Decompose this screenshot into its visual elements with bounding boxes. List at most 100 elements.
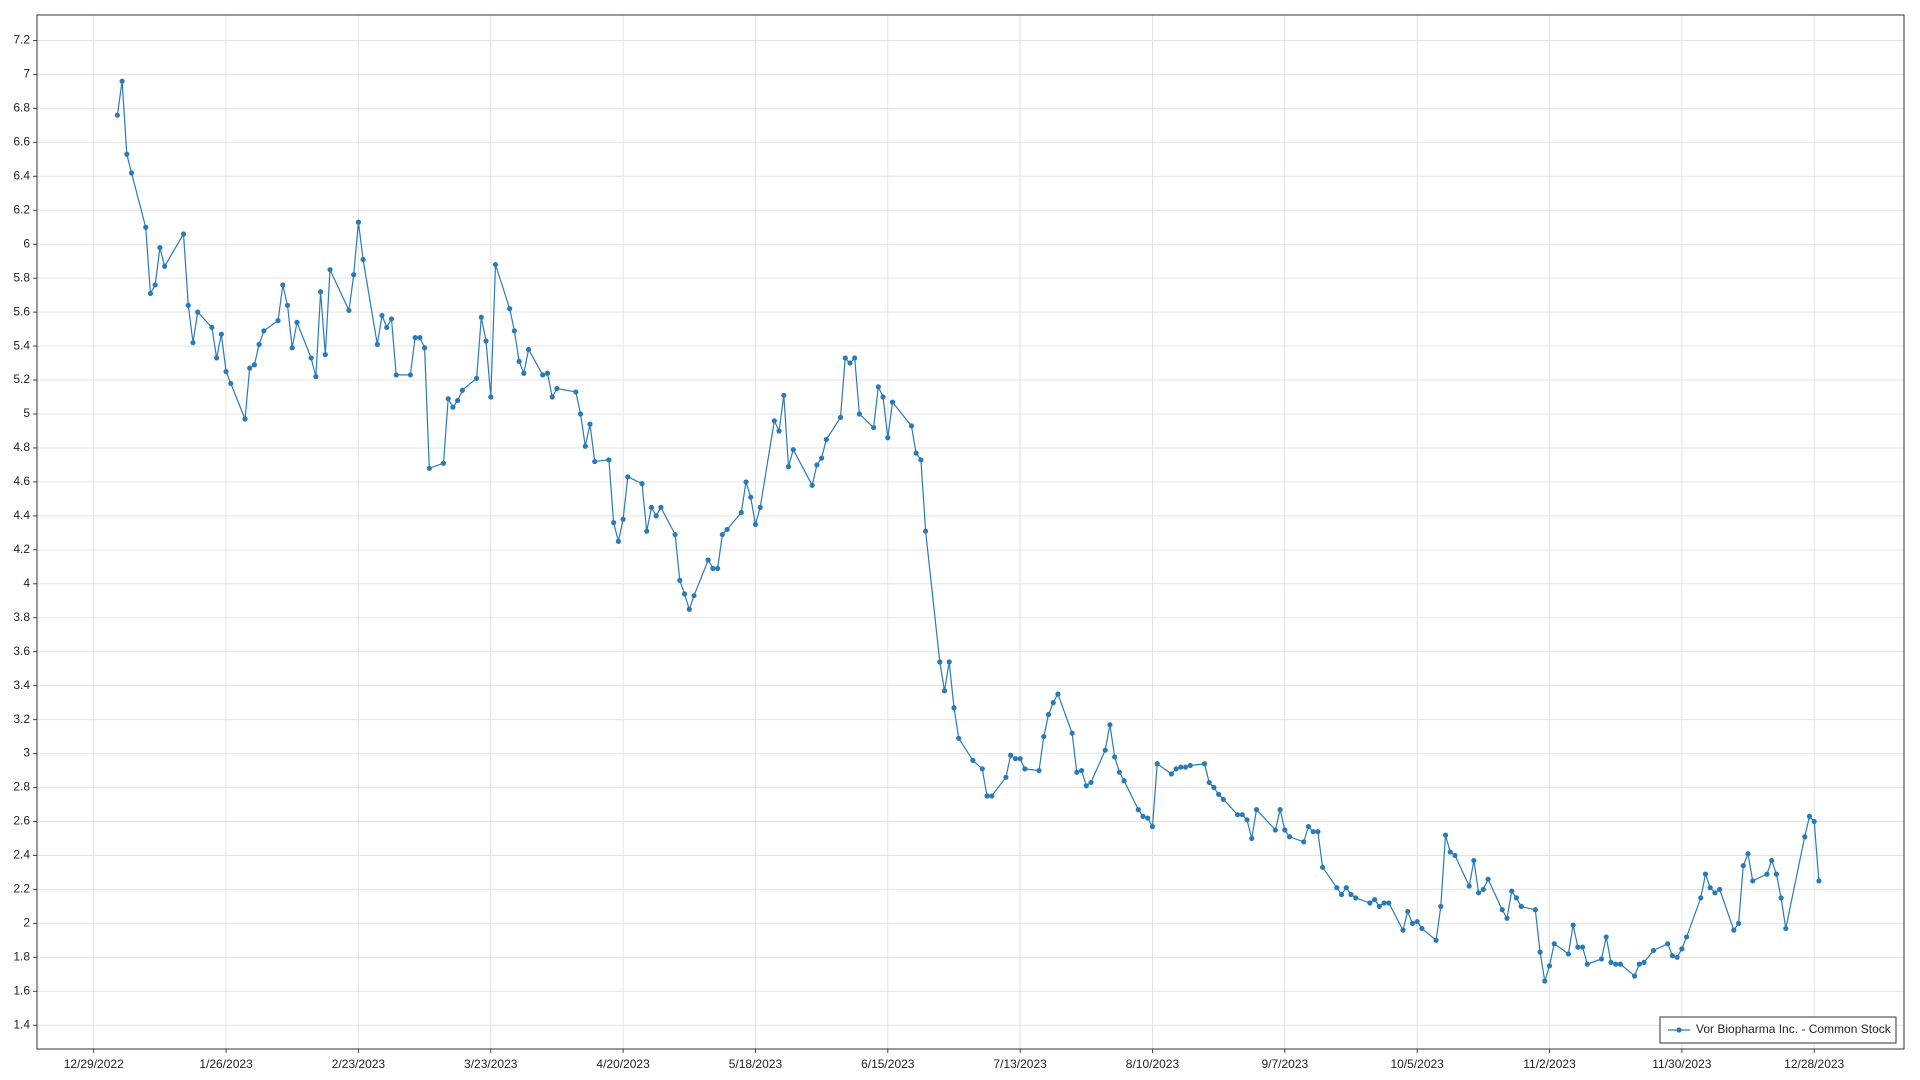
data-point xyxy=(847,360,853,366)
data-point xyxy=(705,557,711,563)
data-point xyxy=(1036,767,1042,774)
data-point xyxy=(1613,961,1619,967)
data-point xyxy=(719,531,725,538)
data-point xyxy=(1471,857,1477,864)
data-point xyxy=(1712,890,1718,896)
x-tick-label: 12/28/2023 xyxy=(1784,1057,1844,1071)
data-point xyxy=(1372,896,1378,903)
y-tick-label: 2.4 xyxy=(13,848,30,862)
data-point xyxy=(459,387,465,393)
data-point xyxy=(837,414,844,420)
data-point xyxy=(1381,900,1387,906)
data-point xyxy=(507,306,513,312)
data-point xyxy=(1348,891,1354,898)
data-point xyxy=(1301,839,1307,845)
y-tick-label: 6.2 xyxy=(13,202,30,216)
data-point xyxy=(1386,900,1392,906)
y-tick-label: 2.2 xyxy=(13,882,30,896)
data-point xyxy=(1305,823,1312,830)
data-point xyxy=(313,374,319,380)
data-point xyxy=(1608,959,1614,966)
data-point xyxy=(1116,769,1122,775)
data-point xyxy=(1414,919,1420,925)
data-point xyxy=(842,355,848,361)
data-point xyxy=(620,516,626,522)
data-point xyxy=(1140,813,1146,819)
legend: Vor Biopharma Inc. - Common Stock xyxy=(1659,1016,1897,1044)
data-point xyxy=(1069,730,1075,736)
y-tick-label: 3.4 xyxy=(13,678,30,692)
data-point xyxy=(653,513,659,519)
data-point xyxy=(388,316,395,322)
data-point xyxy=(738,509,744,516)
data-point xyxy=(1476,890,1482,896)
data-point xyxy=(814,462,820,468)
y-tick-label: 3.8 xyxy=(13,610,30,624)
data-point xyxy=(1669,953,1675,959)
y-tick-label: 6.4 xyxy=(13,168,30,182)
x-tick-label: 4/20/2023 xyxy=(596,1057,650,1071)
y-tick-label: 2 xyxy=(23,916,30,930)
data-point xyxy=(748,494,754,500)
data-point xyxy=(1178,764,1184,770)
data-point xyxy=(185,302,191,308)
data-point xyxy=(1338,891,1345,898)
data-point xyxy=(1083,783,1089,789)
data-point xyxy=(521,370,527,376)
data-point xyxy=(1778,895,1784,901)
data-point xyxy=(322,351,328,358)
y-tick-label: 5.4 xyxy=(13,338,30,352)
data-point xyxy=(946,659,952,665)
data-point xyxy=(1220,796,1226,803)
data-point xyxy=(615,538,621,544)
data-point xyxy=(1320,864,1326,870)
data-point xyxy=(1773,871,1779,877)
data-point xyxy=(1074,769,1080,775)
data-point xyxy=(1542,978,1548,984)
data-point xyxy=(592,458,598,465)
data-point xyxy=(819,455,825,461)
data-point xyxy=(1551,941,1557,947)
data-point xyxy=(374,341,380,347)
data-point xyxy=(856,411,863,417)
data-point xyxy=(384,324,390,331)
y-tick-label: 4.4 xyxy=(13,508,30,522)
data-point xyxy=(549,394,555,400)
data-point xyxy=(785,464,792,470)
data-point xyxy=(214,355,220,361)
data-point xyxy=(1617,961,1624,967)
data-point xyxy=(1187,762,1193,769)
data-point xyxy=(1343,885,1349,891)
x-tick-label: 12/29/2022 xyxy=(64,1057,124,1071)
data-point xyxy=(327,267,333,273)
data-point xyxy=(1816,878,1822,884)
data-point xyxy=(922,528,929,534)
data-point xyxy=(951,705,957,711)
data-point xyxy=(1310,829,1316,835)
data-point xyxy=(540,372,546,378)
data-point xyxy=(1244,817,1250,823)
data-point xyxy=(426,465,432,471)
data-point xyxy=(379,312,385,319)
data-point xyxy=(242,416,248,422)
data-point xyxy=(450,404,456,410)
data-point xyxy=(1452,852,1458,859)
data-point xyxy=(445,396,451,402)
y-tick-label: 3.6 xyxy=(13,644,30,658)
data-point xyxy=(644,528,650,534)
data-point xyxy=(1783,925,1789,932)
y-tick-label: 2.6 xyxy=(13,814,30,828)
data-point xyxy=(1698,895,1704,901)
data-point xyxy=(1135,807,1141,813)
data-point xyxy=(1546,963,1553,969)
data-point xyxy=(1641,959,1647,966)
data-point xyxy=(455,397,461,404)
data-point xyxy=(908,423,915,429)
data-point xyxy=(1745,851,1751,857)
y-tick-label: 2.8 xyxy=(13,780,30,794)
data-point xyxy=(1537,949,1543,955)
data-point xyxy=(937,659,943,665)
plot-frame xyxy=(36,14,1905,1050)
data-point xyxy=(752,521,759,527)
